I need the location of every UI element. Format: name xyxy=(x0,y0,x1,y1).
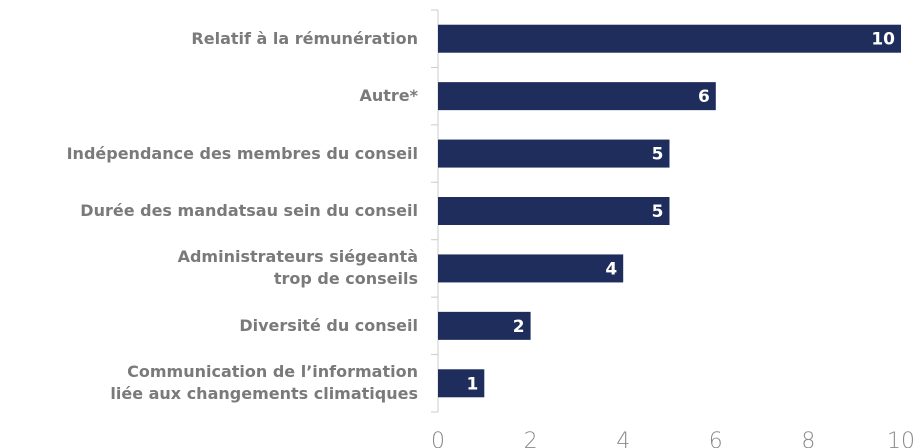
y-tick-label: Administrateurs siégeantà trop de consei… xyxy=(177,247,418,289)
y-tick-label: Autre* xyxy=(359,86,418,106)
bar xyxy=(438,197,670,225)
value-label: 6 xyxy=(698,87,710,107)
bar xyxy=(438,139,670,168)
value-label: 5 xyxy=(652,202,664,222)
value-label: 2 xyxy=(513,317,525,337)
bar xyxy=(438,311,531,340)
y-tick-label: Diversité du conseil xyxy=(239,315,418,335)
value-label: 10 xyxy=(871,30,895,50)
bar xyxy=(438,24,901,53)
x-tick-label: 0 xyxy=(431,429,445,448)
bar xyxy=(438,82,716,111)
x-tick-label: 10 xyxy=(887,429,915,448)
x-tick-label: 4 xyxy=(616,429,630,448)
value-label: 1 xyxy=(466,374,478,394)
x-tick-label: 6 xyxy=(709,429,723,448)
y-tick-label: Relatif à la rémunération xyxy=(191,28,418,48)
bar xyxy=(438,369,485,398)
y-tick-label: Durée des mandatsau sein du conseil xyxy=(80,201,418,220)
x-tick-label: 2 xyxy=(524,429,538,448)
y-tick-label: Communication de l’information liée aux … xyxy=(110,362,418,404)
y-tick-label: Indépendance des membres du conseil xyxy=(66,143,418,163)
value-label: 4 xyxy=(605,259,617,279)
bar xyxy=(438,254,624,283)
x-tick-label: 8 xyxy=(801,429,815,448)
value-label: 5 xyxy=(652,145,664,165)
